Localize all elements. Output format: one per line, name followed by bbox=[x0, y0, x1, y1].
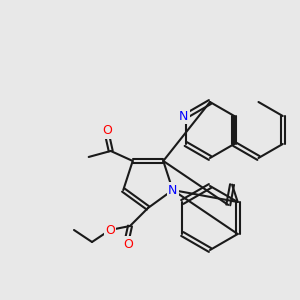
Text: N: N bbox=[179, 110, 188, 122]
Text: O: O bbox=[105, 224, 115, 236]
Text: O: O bbox=[102, 124, 112, 137]
Text: O: O bbox=[123, 238, 133, 250]
Text: N: N bbox=[168, 184, 177, 196]
